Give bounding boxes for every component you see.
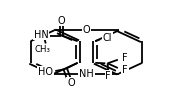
Text: F: F [105, 71, 111, 81]
Text: O: O [67, 78, 75, 88]
Text: HN: HN [34, 29, 48, 40]
Text: CH₃: CH₃ [34, 45, 50, 54]
Text: NH: NH [79, 69, 94, 79]
Text: O: O [58, 16, 65, 26]
Text: HO: HO [38, 67, 53, 77]
Text: Cl: Cl [102, 33, 112, 43]
Text: F: F [122, 53, 128, 63]
Text: F: F [122, 65, 128, 75]
Text: O: O [83, 25, 90, 35]
